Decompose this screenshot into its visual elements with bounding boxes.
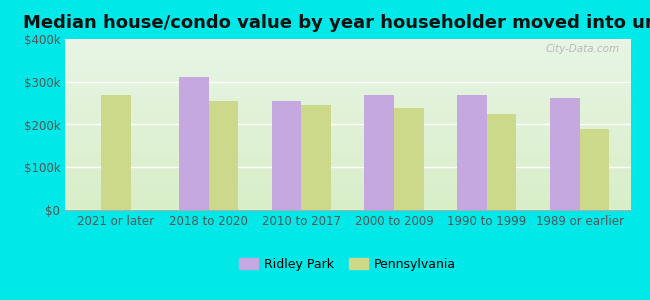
Bar <box>179 77 209 210</box>
Bar <box>550 98 580 210</box>
Legend: Ridley Park, Pennsylvania: Ridley Park, Pennsylvania <box>234 253 462 276</box>
Bar <box>580 129 609 210</box>
Bar <box>101 94 131 210</box>
Bar <box>457 95 487 210</box>
Bar <box>302 105 331 210</box>
Bar <box>272 101 302 210</box>
Bar <box>394 108 424 210</box>
Title: Median house/condo value by year householder moved into unit: Median house/condo value by year househo… <box>23 14 650 32</box>
Text: City-Data.com: City-Data.com <box>545 44 619 54</box>
Bar <box>487 114 517 210</box>
Bar <box>365 95 394 210</box>
Bar <box>209 101 239 210</box>
